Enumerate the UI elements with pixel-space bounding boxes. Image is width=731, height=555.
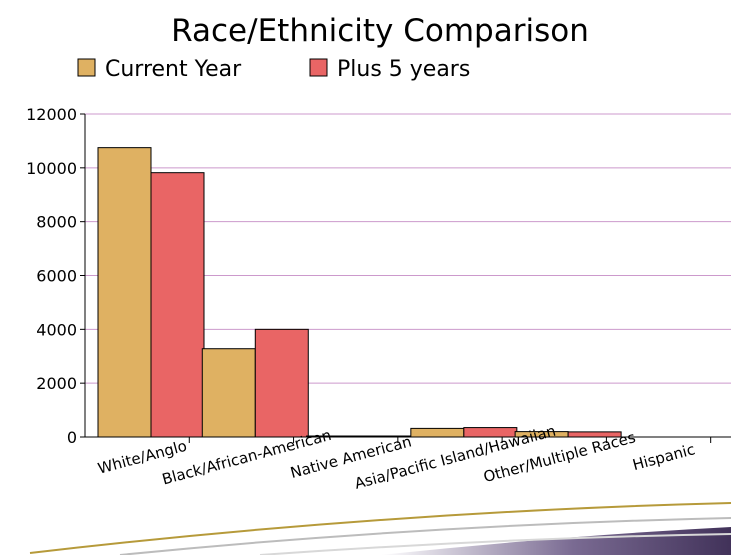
y-tick-label-2: 4000 (36, 320, 77, 339)
y-axis-ticks: 0 2000 4000 6000 8000 10000 12000 (26, 105, 85, 447)
chart-title: Race/Ethnicity Comparison (171, 13, 589, 49)
bar-1-1 (97, 147, 152, 438)
legend-swatch-1 (77, 58, 96, 77)
y-tick-label-5: 10000 (26, 159, 77, 178)
y-tick-label-0: 0 (67, 428, 77, 447)
x-category-label-6: Hispanic (631, 440, 697, 474)
bar-1-4 (410, 427, 465, 438)
y-tick-label-3: 6000 (36, 267, 77, 286)
bar-2-1 (150, 172, 205, 438)
chart-bars (97, 147, 622, 438)
legend-label-1: Current Year (105, 57, 242, 82)
y-tick-label-4: 8000 (36, 213, 77, 232)
chart-legend: Current Year Plus 5 years (77, 57, 470, 82)
legend-label-2: Plus 5 years (337, 57, 470, 82)
legend-swatch-2 (309, 58, 328, 77)
bar-2-2 (254, 328, 309, 438)
y-tick-label-6: 12000 (26, 105, 77, 124)
decorative-swoosh (29, 502, 731, 555)
bar-1-2 (201, 348, 256, 438)
y-tick-label-1: 2000 (36, 374, 77, 393)
